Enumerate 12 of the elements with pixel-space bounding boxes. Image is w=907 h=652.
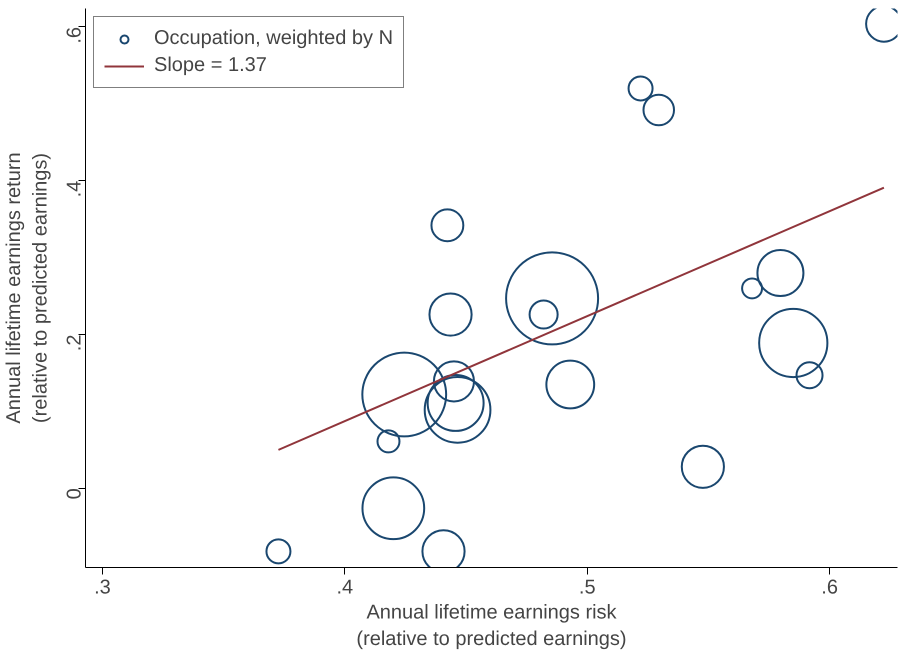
legend-label: Occupation, weighted by N [154, 27, 394, 50]
x-axis-title: Annual lifetime earnings risk (relative to predicted earnings) [356, 602, 627, 650]
y-tick-label: .4 [64, 180, 86, 198]
y-tick-label: .2 [64, 334, 86, 352]
y-axis-title: Annual lifetime earnings return (relative to predicted earnings) [3, 152, 52, 424]
x-tick-label: .6 [821, 576, 838, 598]
y-tick-label: .6 [64, 26, 86, 44]
y-tick-label: 0 [64, 488, 86, 500]
x-tick-label: .5 [578, 576, 596, 598]
x-tick-label: .4 [336, 576, 354, 598]
x-tick-label: .3 [94, 576, 111, 598]
legend-label: Slope = 1.37 [154, 54, 267, 77]
